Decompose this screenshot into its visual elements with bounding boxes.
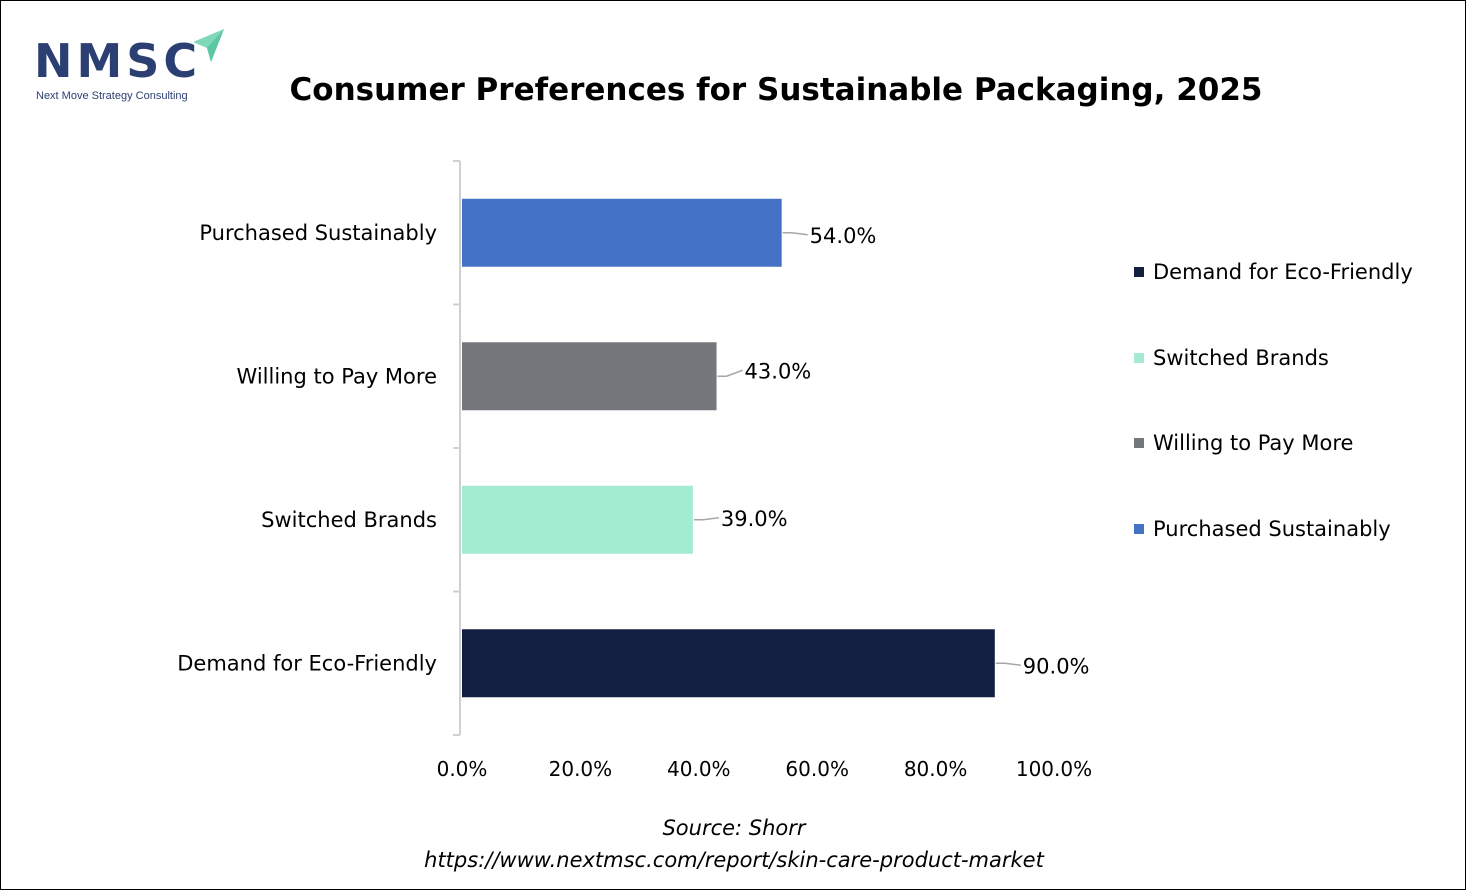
- paper-plane-icon: [193, 29, 224, 62]
- x-tick-label: 80.0%: [904, 757, 968, 781]
- data-label: 39.0%: [721, 507, 788, 531]
- legend-swatch: [1134, 438, 1144, 448]
- bar: [462, 485, 693, 554]
- x-tick-label: 60.0%: [785, 757, 849, 781]
- bar: [462, 198, 782, 267]
- data-label: 90.0%: [1023, 654, 1090, 678]
- category-label: Purchased Sustainably: [199, 221, 437, 245]
- legend-label: Willing to Pay More: [1153, 431, 1354, 455]
- source-note: Source: Shorr: [662, 816, 806, 840]
- x-tick-label: 20.0%: [549, 757, 613, 781]
- category-label: Willing to Pay More: [237, 364, 437, 388]
- legend-swatch: [1134, 523, 1144, 534]
- legend-item: Demand for Eco-Friendly: [1134, 260, 1413, 284]
- category-label: Demand for Eco-Friendly: [177, 651, 437, 675]
- source-url: https://www.nextmsc.com/report/skin-care…: [424, 848, 1044, 872]
- nmsc-logo: NMSC Next Move Strategy Consulting: [34, 28, 234, 108]
- x-tick-label: 0.0%: [437, 757, 488, 781]
- logo-wordmark: NMSC: [34, 34, 202, 88]
- data-label-leader: [717, 369, 743, 377]
- bar: [462, 629, 995, 698]
- category-label: Switched Brands: [261, 508, 437, 532]
- x-tick-label: 40.0%: [667, 757, 731, 781]
- legend-swatch: [1134, 267, 1144, 277]
- legend-swatch: [1134, 352, 1144, 363]
- chart-title: Consumer Preferences for Sustainable Pac…: [289, 72, 1263, 108]
- legend-item: Switched Brands: [1134, 346, 1329, 370]
- data-label-leader: [995, 662, 1021, 666]
- legend-label: Demand for Eco-Friendly: [1153, 260, 1413, 284]
- data-label: 54.0%: [810, 224, 877, 248]
- legend-item: Willing to Pay More: [1134, 431, 1353, 455]
- data-label-leader: [782, 232, 808, 236]
- bar: [462, 342, 717, 411]
- x-tick-label: 100.0%: [1016, 757, 1092, 781]
- legend-label: Switched Brands: [1153, 345, 1329, 370]
- logo-tagline: Next Move Strategy Consulting: [36, 90, 188, 102]
- data-label-leader: [693, 517, 719, 521]
- legend-item: Purchased Sustainably: [1134, 517, 1391, 541]
- data-label: 43.0%: [745, 359, 812, 383]
- legend-label: Purchased Sustainably: [1153, 516, 1391, 541]
